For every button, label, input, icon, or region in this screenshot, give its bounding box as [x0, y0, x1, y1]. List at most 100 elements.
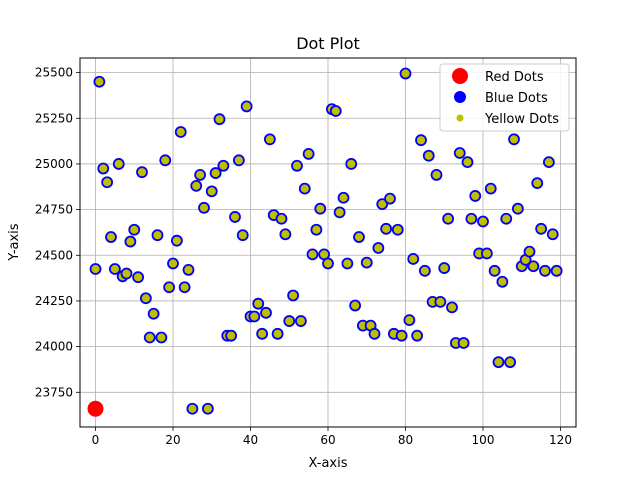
legend-blue-label: Blue Dots: [485, 91, 548, 106]
yellow-dot: [488, 264, 501, 277]
yellow-dot: [310, 223, 323, 236]
yellow-dot: [248, 310, 261, 323]
yellow-dot: [345, 158, 358, 170]
y-tick-label: 25250: [35, 111, 73, 125]
y-tick-label: 24250: [35, 294, 73, 308]
x-tick-label: 0: [92, 433, 100, 447]
x-tick-label: 40: [243, 433, 258, 447]
x-tick-label: 80: [398, 433, 413, 447]
legend-yellow-marker-icon: [456, 114, 464, 122]
yellow-dot: [535, 222, 548, 235]
yellow-dot: [209, 167, 222, 179]
yellow-dot: [411, 329, 424, 342]
yellow-dot: [407, 253, 420, 265]
legend-blue-marker-icon: [454, 91, 466, 103]
yellow-dot: [275, 212, 288, 225]
yellow-dot: [136, 166, 148, 179]
yellow-dot: [384, 192, 396, 205]
yellow-dot: [457, 337, 470, 349]
data-points: [87, 67, 563, 417]
x-tick-label: 120: [549, 433, 572, 447]
yellow-dot: [539, 264, 551, 277]
yellow-dot: [523, 245, 536, 258]
yellow-dot: [500, 212, 513, 225]
yellow-dot: [430, 169, 443, 181]
yellow-dot: [314, 202, 327, 215]
yellow-dot: [418, 264, 431, 277]
yellow-dot: [263, 133, 276, 146]
yellow-dot: [97, 162, 110, 175]
yellow-dot: [143, 331, 156, 344]
y-tick-label: 24500: [35, 248, 73, 262]
y-tick-label: 24750: [35, 203, 73, 217]
yellow-dot: [372, 242, 385, 254]
y-tick-label: 25500: [35, 66, 73, 80]
yellow-dot: [415, 134, 427, 147]
yellow-dot: [461, 156, 474, 169]
yellow-dot: [469, 190, 482, 202]
x-tick-label: 100: [472, 433, 495, 447]
yellow-dot: [101, 176, 114, 189]
yellow-dot: [182, 264, 195, 276]
yellow-dot: [155, 331, 168, 344]
yellow-dot: [480, 247, 493, 260]
yellow-dot: [260, 306, 272, 319]
yellow-dot: [395, 329, 408, 342]
yellow-dot: [360, 256, 373, 269]
legend: Red Dots Blue Dots Yellow Dots: [439, 63, 570, 132]
legend-yellow-label: Yellow Dots: [484, 112, 559, 127]
y-tick-label: 23750: [35, 385, 73, 399]
yellow-dot: [198, 201, 210, 214]
yellow-dot: [256, 327, 269, 340]
yellow-dot: [446, 301, 458, 314]
legend-box: [439, 63, 570, 132]
y-axis-label: Y-axis: [7, 223, 22, 261]
yellow-dot: [178, 281, 191, 294]
yellow-dot: [291, 159, 303, 172]
yellow-dot: [236, 229, 249, 242]
yellow-dot: [240, 100, 253, 113]
yellow-dot: [442, 212, 455, 225]
yellow-dot: [302, 148, 315, 160]
yellow-dot: [333, 206, 346, 219]
yellow-dot: [337, 191, 350, 204]
yellow-dot: [279, 228, 292, 241]
yellow-dot: [492, 356, 505, 369]
yellow-dot: [287, 289, 300, 302]
chart-title: Dot Plot: [296, 34, 360, 53]
yellow-dot: [108, 263, 121, 275]
legend-red-marker-icon: [452, 68, 468, 84]
yellow-dot: [403, 314, 416, 327]
x-tick-label: 60: [320, 433, 335, 447]
yellow-dot: [271, 327, 284, 340]
yellow-dot: [477, 215, 489, 228]
yellow-dot: [349, 299, 362, 312]
yellow-dot: [139, 292, 152, 305]
yellow-dot: [147, 307, 160, 320]
yellow-dot: [329, 105, 342, 117]
yellow-dot: [434, 295, 447, 308]
yellow-dot: [232, 154, 245, 167]
yellow-dot: [504, 356, 517, 369]
yellow-dot: [531, 177, 544, 190]
axis-ticks: 0 20 40 60 80 100 120 23750 24000 24250 24500 24750…: [35, 66, 572, 447]
yellow-dot: [391, 223, 404, 236]
y-tick-label: 25000: [35, 157, 73, 171]
yellow-dot: [128, 223, 141, 236]
yellow-dot: [283, 315, 296, 327]
yellow-dot: [542, 156, 555, 169]
yellow-dot: [368, 327, 381, 340]
yellow-dot: [294, 315, 307, 327]
yellow-dot: [229, 211, 241, 223]
yellow-dot: [213, 113, 226, 126]
yellow-dot: [341, 257, 354, 270]
yellow-dot: [252, 297, 265, 310]
yellow-dot: [194, 169, 207, 181]
yellow-dot: [298, 182, 311, 195]
yellow-dot: [380, 222, 393, 235]
yellow-dot: [465, 212, 478, 225]
yellow-dot: [201, 402, 214, 415]
yellow-dot: [163, 281, 176, 294]
